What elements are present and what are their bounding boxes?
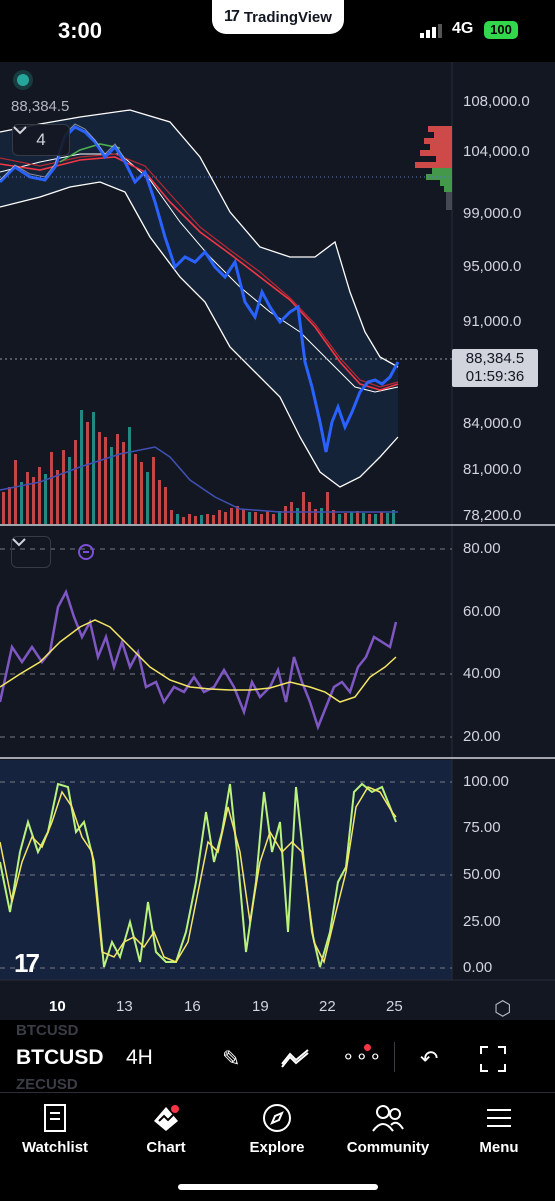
network-label: 4G [452,20,474,37]
tradingview-label: TradingView [243,8,332,26]
menu-icon [487,1109,511,1127]
tradingview-logo-icon: 17 [224,8,240,25]
tab-label: Community [346,1139,430,1156]
price-axis-label: 78,200.0 [463,507,522,524]
price-axis-label: 81,000.0 [463,461,522,478]
volume-profile [415,126,452,210]
price-series [0,125,400,453]
indicators-icon[interactable] [280,1048,310,1068]
battery-icon: 100 [484,21,518,39]
price-series-highlight [0,123,126,181]
price-axis-label: 95,000.0 [463,258,522,275]
last-price-legend: 88,384.5 [11,98,70,115]
watchlist-icon [44,1104,66,1132]
chart-settings-icon[interactable]: ⬡ [494,998,512,1020]
symbol-selector[interactable]: BTCUSD [16,1046,104,1069]
clock: 3:00 [58,18,103,43]
tab-chart[interactable]: Chart [111,1103,221,1156]
symbol-ghost-prev: BTCUSD [16,1022,79,1039]
rsi-signal-line [0,619,397,703]
tab-label: Explore [249,1139,305,1156]
rsi-axis-label: 60.00 [463,603,501,620]
bollinger-band-fill [0,110,398,487]
tab-label: Menu [479,1139,519,1156]
date-axis-label: 25 [386,998,403,1015]
timeframe-selector[interactable]: 4H [126,1046,153,1069]
indicators-toggle-button[interactable]: 4 [12,124,70,156]
tab-menu[interactable]: Menu [444,1103,554,1156]
bollinger-lower-line [0,181,399,488]
date-axis-label: 22 [319,998,336,1015]
current-price-value: 88,384.5 [465,350,525,367]
tab-label: Watchlist [21,1139,89,1156]
home-indicator [178,1184,378,1190]
notification-dot [364,1044,371,1051]
date-axis-label: 16 [184,998,201,1015]
volume-bars [2,410,395,524]
undo-icon[interactable]: ↶ [420,1046,439,1071]
community-icon [372,1105,404,1132]
more-options-icon[interactable]: ∘∘∘ [342,1046,383,1068]
chart-canvas[interactable] [0,62,555,1020]
stoch-axis-label: 25.00 [463,913,501,930]
price-axis-label: 99,000.0 [463,205,522,222]
stoch-axis-label: 50.00 [463,866,501,883]
rsi-axis-label: 80.00 [463,540,501,557]
fullscreen-icon[interactable] [480,1046,506,1072]
symbol-toolbar: BTCUSD BTCUSD ZECUSD 4H ✎ ∘∘∘ ↶ [0,1020,555,1093]
chart-area[interactable]: 88,384.5 4 108,000.0 104,000.0 99,000.0 … [0,62,555,1020]
chevron-down-icon [12,538,26,547]
current-price-tag[interactable]: 88,384.5 01:59:36 [452,349,538,387]
rsi-indicator-icon[interactable] [78,544,94,560]
moving-average-red [0,156,399,391]
date-axis-label: 13 [116,998,133,1015]
price-axis-label: 84,000.0 [463,415,522,432]
chart-icon [154,1105,179,1131]
tab-explore[interactable]: Explore [222,1103,332,1156]
moving-average-dark-red [0,153,399,388]
bottom-tab-bar: Watchlist Chart Explore Community Me [0,1092,555,1201]
bar-countdown: 01:59:36 [465,368,525,385]
date-axis-label: 19 [252,998,269,1015]
stoch-axis-label: 75.00 [463,819,501,836]
tab-community[interactable]: Community [333,1103,443,1156]
stoch-pane[interactable] [0,760,452,980]
price-axis-label: 104,000.0 [463,143,530,160]
compass-icon [263,1104,291,1132]
volume-moving-average [0,446,398,513]
collapse-pane-button[interactable] [11,536,51,568]
price-axis-label: 91,000.0 [463,313,522,330]
stoch-k-line [0,782,397,968]
stoch-axis-label: 100.00 [463,773,509,790]
tradingview-watermark-icon: 17 [14,948,40,978]
drawing-tools-icon[interactable]: ✎ [222,1046,241,1071]
moving-average-green [59,143,121,163]
price-axis-label: 108,000.0 [463,93,530,110]
stoch-d-line [0,786,397,965]
tradingview-pill[interactable]: 17 TradingView [212,0,344,34]
rsi-axis-label: 40.00 [463,665,501,682]
bollinger-middle-line [0,153,399,393]
rsi-line [0,588,398,731]
date-axis-label: 10 [49,998,66,1015]
rsi-axis-label: 20.00 [463,728,501,745]
toolbar-separator [394,1042,395,1072]
status-bar: 3:00 17 TradingView 4G 100 [0,0,555,62]
rsi-pane[interactable] [0,527,555,757]
tab-watchlist[interactable]: Watchlist [0,1103,110,1156]
signal-icon [420,24,442,38]
symbol-ghost-next: ZECUSD [16,1076,78,1093]
live-status-dot [17,74,29,86]
chevron-down-icon [13,126,27,135]
bollinger-upper-line [0,109,399,368]
indicator-count: 4 [36,130,46,149]
tab-label: Chart [146,1139,186,1156]
stoch-axis-label: 0.00 [463,959,493,976]
